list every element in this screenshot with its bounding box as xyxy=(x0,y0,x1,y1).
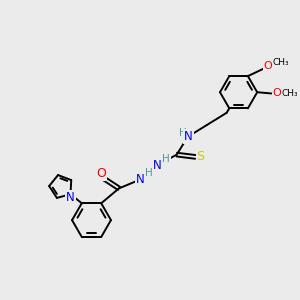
Text: N: N xyxy=(136,173,145,186)
Text: H: H xyxy=(178,128,186,138)
Text: H: H xyxy=(162,154,170,164)
Text: O: O xyxy=(96,167,106,180)
Text: O: O xyxy=(264,61,272,71)
Text: N: N xyxy=(153,159,162,172)
Text: H: H xyxy=(145,169,153,178)
Text: O: O xyxy=(273,88,282,98)
Text: CH₃: CH₃ xyxy=(281,89,298,98)
Text: S: S xyxy=(196,150,205,164)
Text: CH₃: CH₃ xyxy=(272,58,289,67)
Text: N: N xyxy=(184,130,193,143)
Text: N: N xyxy=(66,191,75,204)
